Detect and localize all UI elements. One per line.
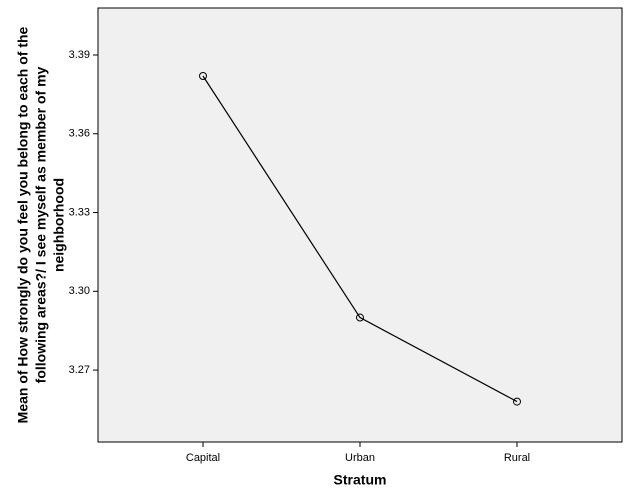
point <box>356 313 364 322</box>
x-tick-label: Urban <box>345 452 375 464</box>
point <box>199 72 207 81</box>
y-tick-label: 3.33 <box>69 206 90 218</box>
x-tick-label: Capital <box>186 452 220 464</box>
y-tick-label: 3.36 <box>69 128 90 140</box>
x-tick-label: Rural <box>504 452 530 464</box>
y-axis-title: Mean of How strongly do you feel you bel… <box>15 26 31 423</box>
y-tick-label: 3.39 <box>69 49 90 61</box>
y-axis-title: following areas?/ I see myself as member… <box>33 66 49 383</box>
y-tick-label: 3.27 <box>69 364 90 376</box>
y-tick-label: 3.30 <box>69 285 90 297</box>
point <box>513 397 521 406</box>
x-axis-title: Stratum <box>334 472 387 488</box>
plot-area <box>97 7 623 443</box>
line <box>202 75 518 403</box>
y-axis-title: neighborhood <box>51 178 67 272</box>
